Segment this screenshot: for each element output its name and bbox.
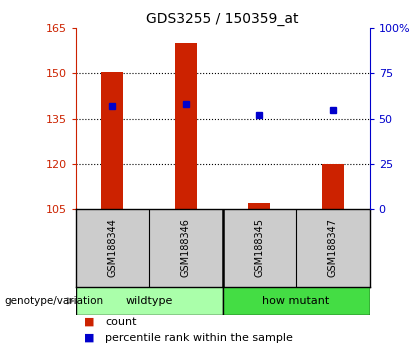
Text: GSM188344: GSM188344 xyxy=(108,218,117,277)
Bar xyxy=(76,287,223,315)
Title: GDS3255 / 150359_at: GDS3255 / 150359_at xyxy=(146,12,299,26)
Text: genotype/variation: genotype/variation xyxy=(4,296,103,306)
Bar xyxy=(101,72,123,209)
Text: ■: ■ xyxy=(84,317,94,327)
Text: GSM188346: GSM188346 xyxy=(181,218,191,277)
Text: wildtype: wildtype xyxy=(126,296,173,306)
Text: GSM188345: GSM188345 xyxy=(255,218,264,277)
Text: count: count xyxy=(105,317,136,327)
Bar xyxy=(223,287,370,315)
Bar xyxy=(175,44,197,209)
Text: ■: ■ xyxy=(84,333,94,343)
Text: percentile rank within the sample: percentile rank within the sample xyxy=(105,333,293,343)
Bar xyxy=(322,164,344,209)
Bar xyxy=(248,203,270,209)
Text: GSM188347: GSM188347 xyxy=(328,218,338,277)
Text: how mutant: how mutant xyxy=(262,296,330,306)
